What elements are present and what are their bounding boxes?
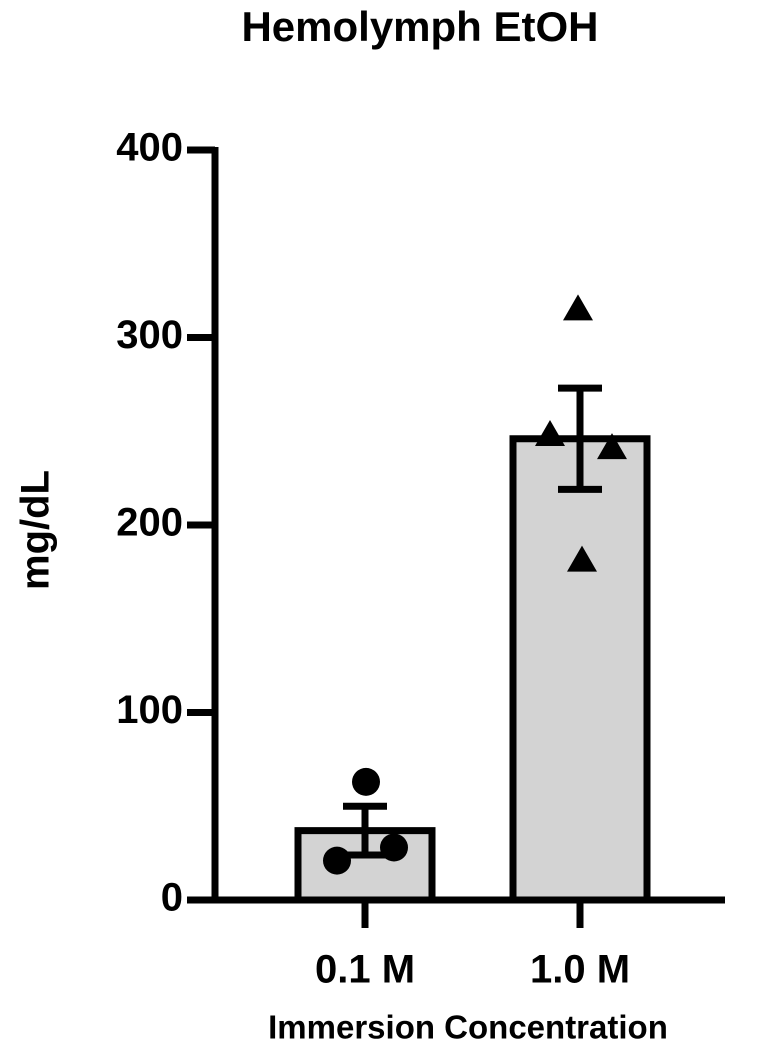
bar: [509, 435, 651, 904]
data-point: [535, 420, 565, 446]
x-tick-label: 1.0 M: [530, 948, 630, 992]
y-tick-label: 200: [116, 501, 183, 545]
x-axis-label: Immersion Concentration: [268, 1009, 668, 1046]
data-point: [323, 846, 351, 875]
data-point: [567, 545, 597, 572]
data-point: [380, 833, 408, 862]
y-axis-label: mg/dL: [14, 470, 58, 590]
y-tick-label: 100: [116, 688, 183, 732]
y-tick-label: 400: [116, 126, 183, 170]
x-tick-label: 0.1 M: [315, 948, 415, 992]
data-point: [597, 433, 627, 460]
y-tick-label: 0: [161, 876, 183, 920]
data-point: [352, 767, 380, 796]
chart-title: Hemolymph EtOH: [241, 3, 598, 50]
data-point: [563, 294, 593, 321]
y-tick-label: 300: [116, 313, 183, 357]
